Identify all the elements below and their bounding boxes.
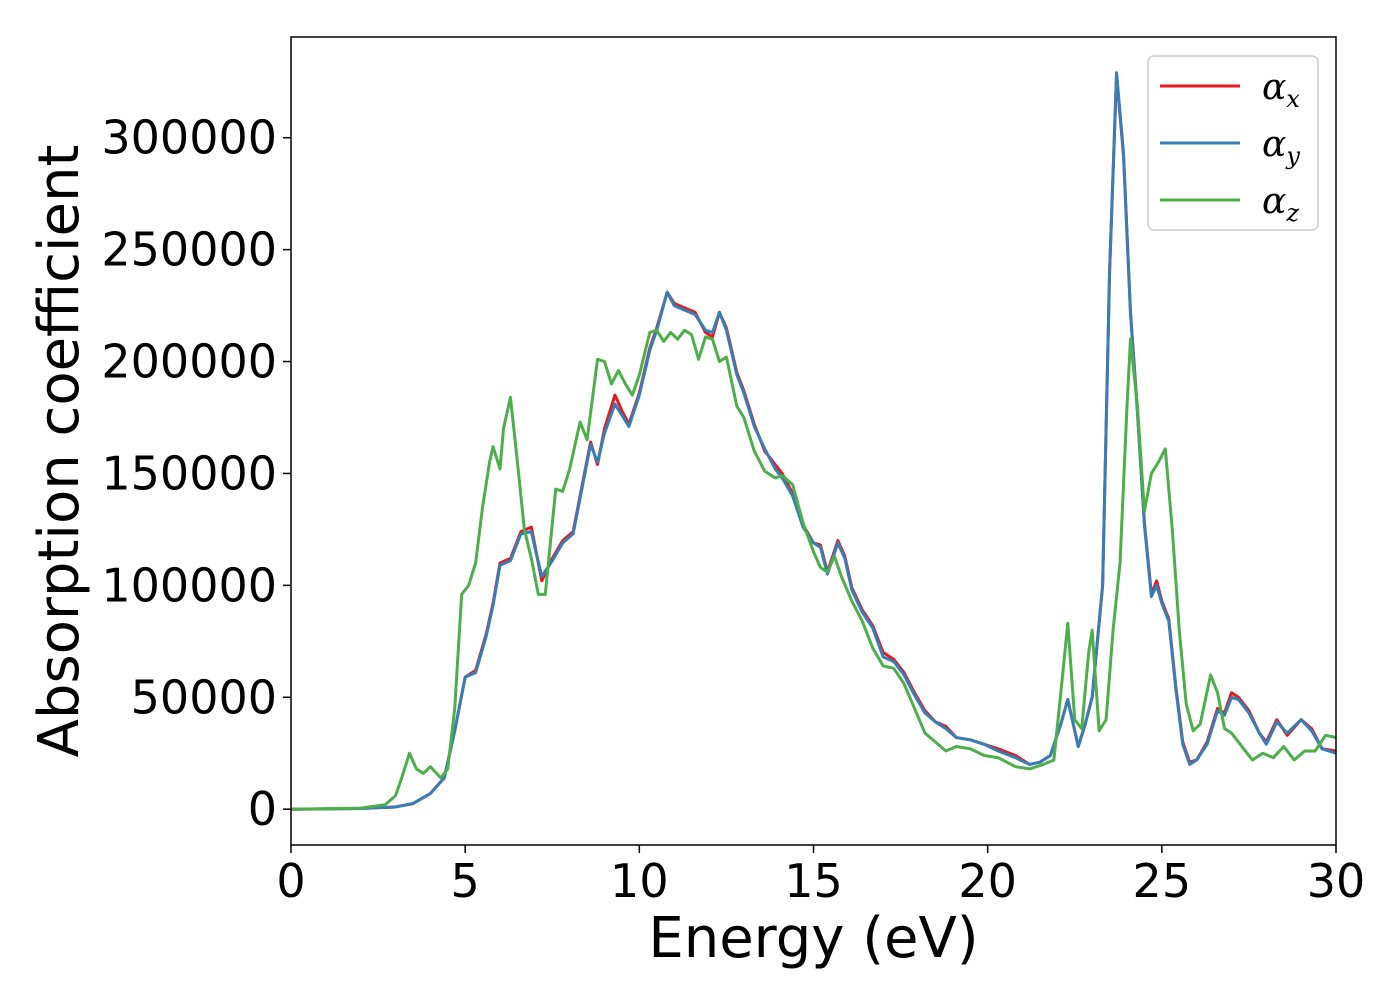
x-tick-label: 30: [1307, 854, 1366, 908]
x-tick-label: 5: [451, 854, 480, 908]
x-tick-label: 15: [784, 854, 843, 908]
legend-subscript: x: [1286, 85, 1300, 113]
legend-subscript: z: [1285, 199, 1299, 227]
y-tick-label: 300000: [101, 111, 277, 165]
series-layer: [291, 71, 1336, 811]
legend-label-z: αz: [1262, 181, 1299, 227]
y-tick-label: 100000: [101, 558, 277, 612]
y-tick-label: 50000: [131, 670, 277, 724]
y-tick-label: 0: [248, 782, 277, 836]
y-tick-label: 200000: [101, 335, 277, 389]
x-tick-label: 10: [610, 854, 669, 908]
y-axis-label: Absorption coefficient: [27, 145, 92, 758]
x-tick-label: 20: [958, 854, 1017, 908]
y-tick-label: 250000: [101, 223, 277, 277]
x-tick-label: 0: [276, 854, 305, 908]
legend-subscript: y: [1285, 142, 1300, 170]
series-line-z: [291, 328, 1336, 811]
y-axis-ticks: 0 50000 100000 150000 200000 250000 300000: [101, 111, 291, 836]
x-tick-label: 25: [1133, 854, 1192, 908]
y-tick-label: 150000: [101, 446, 277, 500]
x-axis-label: Energy (eV): [648, 906, 978, 971]
series-line-y: [291, 71, 1336, 811]
x-axis-ticks: 0 5 10 15 20 25 30: [276, 845, 1365, 908]
